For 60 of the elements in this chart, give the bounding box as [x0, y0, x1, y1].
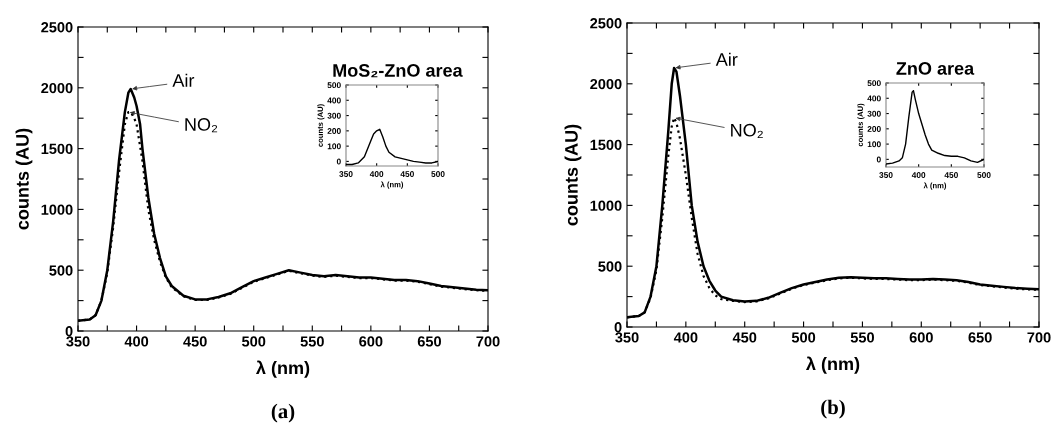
- x-tick-label: 700: [476, 336, 500, 347]
- y-tick-label: 2500: [590, 18, 622, 29]
- x-tick-label: 400: [124, 336, 149, 347]
- y-tick-label: 100: [867, 141, 881, 148]
- y-tick-label: 0: [65, 326, 73, 337]
- y-tick-label: 1500: [41, 143, 73, 155]
- x-tick-label: 500: [791, 332, 816, 343]
- y-tick-label: 1000: [590, 200, 622, 211]
- y-tick-label: 500: [598, 261, 622, 272]
- y-tick-label: 1500: [590, 139, 622, 151]
- text: Air: [172, 73, 195, 87]
- y-tick-label: 400: [327, 97, 341, 104]
- x-tick-label: 500: [242, 336, 266, 347]
- y-tick-label: 1000: [41, 204, 73, 215]
- x-tick-label: 350: [339, 171, 353, 177]
- text: (b): [821, 399, 845, 419]
- y-tick-label: 300: [867, 110, 881, 117]
- y-axis-title: counts (AU): [564, 124, 582, 226]
- x-axis-title: λ (nm): [806, 356, 860, 374]
- x-tick-label: 450: [732, 332, 757, 343]
- chart-title: MoS₂-ZnO area: [333, 64, 463, 78]
- y-tick-label: 200: [327, 128, 341, 134]
- x-tick-label: 500: [431, 171, 445, 177]
- y-tick-label: 500: [867, 80, 881, 87]
- text: NO₂: [731, 123, 763, 138]
- text: Air: [715, 52, 738, 66]
- y-tick-label: 300: [327, 112, 341, 119]
- y-tick-label: 500: [327, 82, 341, 89]
- x-tick-label: 400: [369, 171, 384, 177]
- x-tick-label: 350: [66, 336, 90, 347]
- chart-title: ZnO area: [896, 62, 975, 75]
- x-tick-label: 400: [673, 332, 698, 343]
- x-tick-label: 600: [909, 332, 933, 343]
- text: (a): [271, 403, 295, 423]
- x-tick-label: 450: [400, 171, 414, 177]
- x-tick-label: 350: [615, 332, 639, 343]
- text: NO₂: [185, 118, 218, 133]
- x-tick-label: 550: [300, 336, 324, 347]
- x-tick-label: 550: [850, 332, 874, 343]
- x-tick-label: 450: [944, 172, 958, 178]
- x-axis-title: λ (nm): [256, 360, 310, 378]
- y-tick-label: 500: [49, 265, 73, 276]
- y-tick-label: 2000: [590, 78, 622, 90]
- y-tick-label: 2500: [41, 22, 73, 33]
- y-tick-label: 200: [867, 126, 881, 132]
- x-tick-label: 500: [977, 172, 991, 178]
- x-tick-label: 650: [417, 336, 441, 347]
- y-tick-label: 0: [614, 322, 622, 333]
- y-tick-label: 2000: [41, 82, 73, 94]
- y-tick-label: 0: [336, 158, 341, 165]
- x-tick-label: 700: [1027, 332, 1051, 343]
- y-tick-label: 400: [867, 95, 881, 102]
- y-tick-label: 0: [876, 156, 881, 163]
- y-tick-label: 100: [327, 143, 341, 150]
- x-tick-label: 600: [359, 336, 383, 347]
- y-axis-title: counts (AU): [15, 128, 33, 230]
- x-tick-label: 650: [968, 332, 992, 343]
- x-tick-label: 400: [911, 172, 926, 178]
- x-tick-label: 350: [879, 172, 893, 178]
- x-tick-label: 450: [183, 336, 207, 347]
